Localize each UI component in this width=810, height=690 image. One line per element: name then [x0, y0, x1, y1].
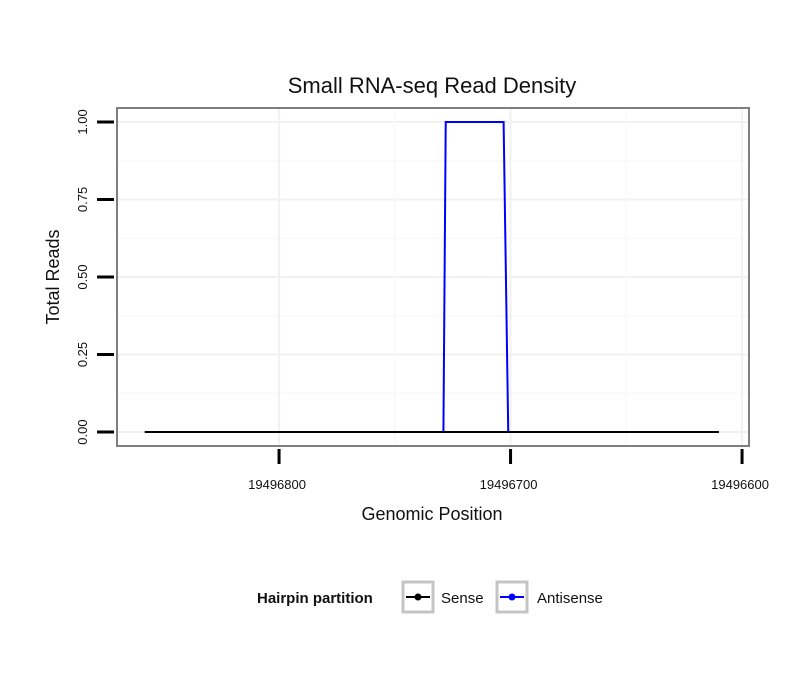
legend-label-antisense: Antisense — [537, 590, 603, 607]
legend-item-antisense: Antisense — [495, 580, 603, 614]
legend-key-box-antisense — [495, 580, 529, 614]
y-axis: 0.00 0.25 0.50 0.75 1.00 — [75, 109, 114, 445]
chart-title: Small RNA-seq Read Density — [288, 73, 577, 98]
legend-item-sense: Sense — [401, 580, 484, 614]
x-tick-label: 19496800 — [248, 477, 306, 492]
plot-panel — [116, 107, 750, 447]
x-axis: 19496800 19496700 19496600 — [248, 449, 769, 492]
panel-border — [116, 107, 750, 447]
x-tick-label: 19496700 — [480, 477, 538, 492]
x-tick-label: 19496600 — [711, 477, 769, 492]
y-tick-label: 0.50 — [75, 264, 90, 289]
y-tick-label: 0.25 — [75, 342, 90, 367]
y-tick-label: 0.75 — [75, 187, 90, 212]
legend-title: Hairpin partition — [257, 590, 373, 607]
grid-layer — [117, 108, 749, 446]
x-axis-title: Genomic Position — [361, 504, 502, 524]
y-tick-label: 0.00 — [75, 419, 90, 444]
legend-key-point-antisense — [508, 593, 516, 601]
legend: Hairpin partition Sense Antisense — [257, 580, 603, 614]
series-layer — [144, 120, 719, 434]
y-axis-title: Total Reads — [43, 229, 63, 324]
y-tick-label: 1.00 — [75, 109, 90, 134]
legend-label-sense: Sense — [441, 590, 484, 607]
legend-key-point-sense — [414, 593, 422, 601]
